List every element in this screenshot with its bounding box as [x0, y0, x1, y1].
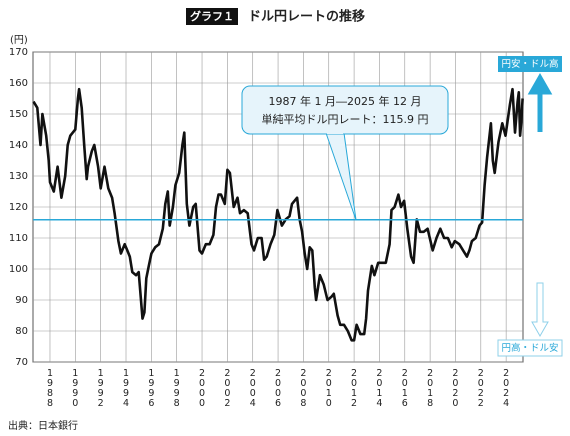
- x-tick-label: 2008: [298, 368, 309, 408]
- y-tick-label: 150: [9, 109, 28, 120]
- x-tick-label: 2014: [374, 368, 385, 408]
- source: 出典：日本銀行: [8, 419, 78, 432]
- price-line: [32, 87, 524, 342]
- up-label-box: [498, 56, 562, 72]
- title-badge-box: [186, 8, 238, 25]
- y-tick-label: 90: [15, 295, 28, 306]
- x-tick-label: 2006: [273, 368, 284, 408]
- up-arrow: [527, 72, 553, 132]
- x-tick-label: 1998: [171, 368, 182, 408]
- y-tick-label: 130: [9, 171, 28, 182]
- down-label: 円高・ドル安: [501, 342, 558, 354]
- x-tick-label: 1992: [95, 368, 106, 408]
- x-tick-label: 2002: [222, 368, 233, 408]
- x-tick-label: 2012: [349, 368, 360, 408]
- y-tick-label: 110: [9, 233, 28, 244]
- y-tick-label: 100: [9, 264, 28, 275]
- x-tick-label: 2010: [323, 368, 334, 408]
- x-tick-label: 2018: [425, 368, 436, 408]
- title-badge: グラフ１: [190, 9, 234, 23]
- x-tick-label: 1994: [121, 368, 132, 408]
- down-label-box: [497, 339, 563, 357]
- x-tick-label: 2020: [450, 368, 461, 408]
- callout-box: [241, 85, 449, 135]
- y-axis-label: (円): [10, 35, 28, 46]
- y-tick-label: 70: [15, 357, 28, 368]
- x-tick-label: 2004: [247, 368, 258, 408]
- up-label: 円安・ドル高: [501, 58, 558, 70]
- chart-title: ドル円レートの推移: [248, 9, 365, 25]
- y-tick-label: 80: [15, 326, 28, 337]
- callout-line: 単純平均ドル円レート：115.9 円: [262, 112, 429, 126]
- y-tick-label: 160: [9, 78, 28, 89]
- x-tick-label: 2000: [197, 368, 208, 408]
- x-tick-label: 2024: [501, 368, 512, 408]
- x-tick-label: 1990: [70, 368, 81, 408]
- x-tick-label: 2022: [475, 368, 486, 408]
- callout-line: 1987 年 1 月―2025 年 12 月: [269, 94, 422, 108]
- x-tick-label: 1988: [44, 368, 55, 408]
- y-tick-label: 120: [9, 202, 28, 213]
- x-tick-label: 2016: [399, 368, 410, 408]
- y-tick-label: 140: [9, 140, 28, 151]
- x-tick-label: 1996: [146, 368, 157, 408]
- y-tick-label: 170: [9, 47, 28, 58]
- callout-tail: [325, 132, 357, 221]
- down-arrow: [531, 282, 549, 338]
